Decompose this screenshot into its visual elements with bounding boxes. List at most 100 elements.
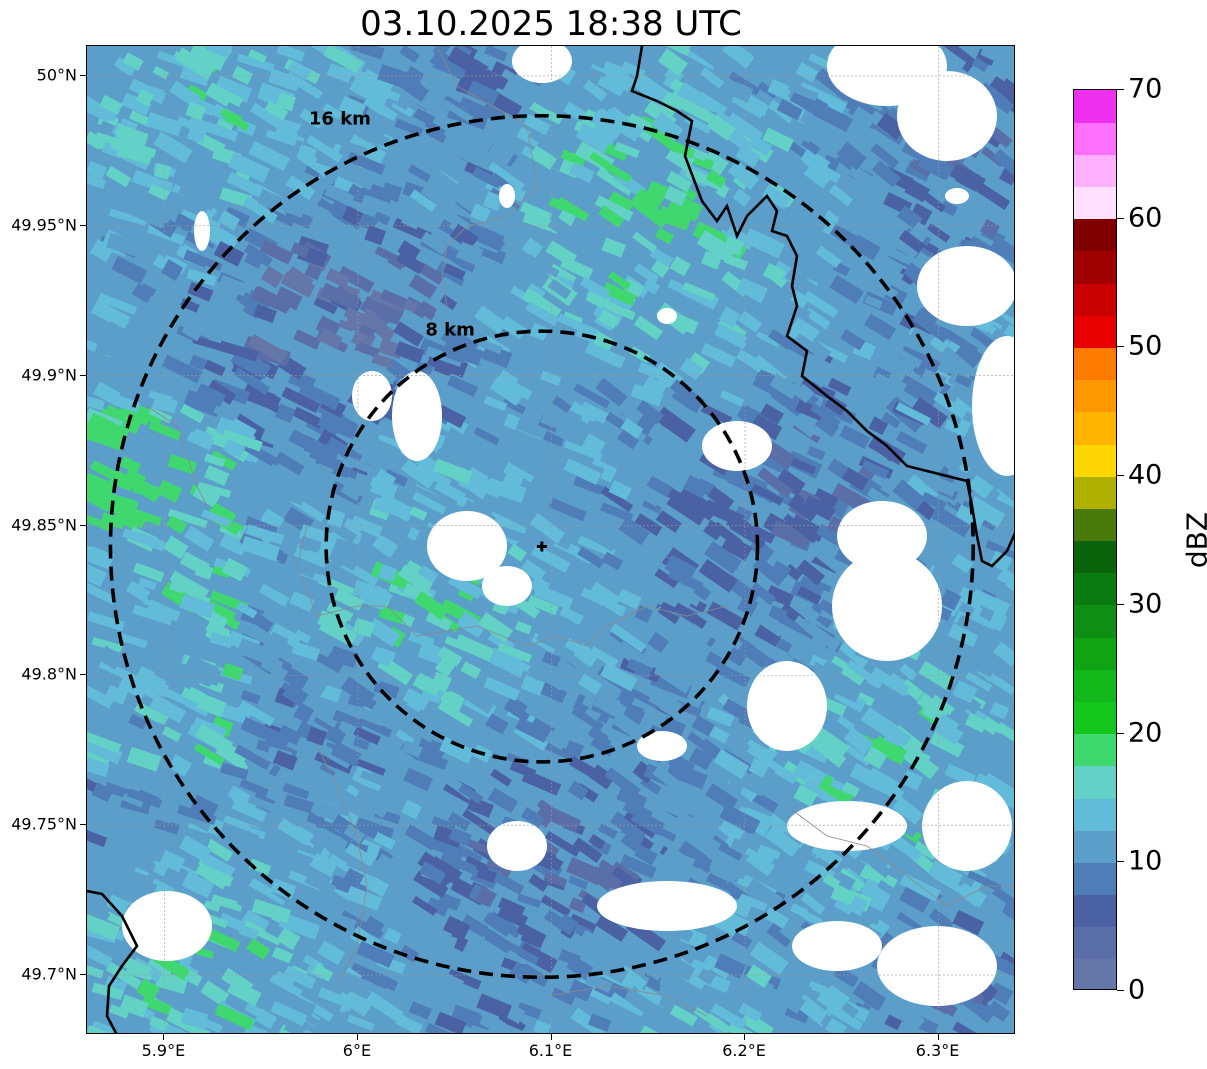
radar-site-marker (536, 541, 547, 552)
colorbar-tick-mark (1117, 732, 1124, 734)
no-echo-area (972, 336, 1014, 476)
no-echo-area (637, 731, 687, 761)
colorbar-tick-label: 70 (1128, 73, 1163, 105)
range-ring-label: 8 km (425, 319, 475, 340)
longitude-tick-label: 6°E (342, 1041, 372, 1060)
colorbar-tick-mark (1117, 861, 1124, 863)
latitude-tick-label: 49.9°N (21, 365, 77, 385)
colorbar-tick-label: 50 (1128, 330, 1163, 362)
colorbar-tick-label: 20 (1128, 717, 1163, 749)
longitude-tick-label: 6.3°E (915, 1041, 960, 1060)
longitude-tick-label: 6.1°E (528, 1041, 573, 1060)
radar-map[interactable]: 8 km 16 km (86, 45, 1015, 1034)
no-echo-area (787, 801, 907, 851)
colorbar-segment (1074, 765, 1116, 799)
no-echo-area (702, 421, 772, 471)
longitude-tick-mark (356, 1034, 358, 1040)
colorbar-segment (1074, 379, 1116, 413)
latitude-tick-label: 49.95°N (11, 215, 77, 235)
colorbar-segment (1074, 283, 1116, 316)
no-echo-area (792, 921, 882, 971)
no-echo-area (487, 821, 547, 871)
no-echo-area (917, 246, 1014, 326)
no-echo-area (897, 71, 997, 161)
colorbar-segment (1074, 411, 1116, 445)
colorbar-label: dBZ (1180, 511, 1207, 569)
radar-reflectivity-layer: 8 km 16 km (87, 46, 1014, 1033)
no-echo-area (499, 184, 515, 208)
longitude-tick-mark (163, 1034, 165, 1040)
range-ring-label: 16 km (309, 108, 371, 129)
longitude-tick-mark (937, 1034, 939, 1040)
colorbar-segment (1074, 122, 1116, 155)
colorbar-tick-mark (1117, 346, 1124, 348)
no-echo-area (512, 46, 572, 83)
colorbar-tick-label: 10 (1128, 845, 1163, 877)
colorbar-tick-label: 60 (1128, 202, 1163, 234)
colorbar-segment (1074, 797, 1116, 831)
colorbar (1073, 89, 1117, 990)
colorbar-segment (1074, 862, 1116, 896)
colorbar-segment (1074, 218, 1116, 252)
no-echo-area (877, 926, 997, 1006)
colorbar-segment (1074, 830, 1116, 863)
colorbar-segment (1074, 476, 1116, 509)
range-ring-8km (324, 329, 760, 764)
no-echo-area (597, 881, 737, 931)
country-border (87, 889, 139, 1033)
colorbar-segment (1074, 443, 1116, 477)
no-echo-area (832, 551, 942, 661)
longitude-tick-label: 6.2°E (722, 1041, 766, 1060)
longitude-tick-mark (744, 1034, 746, 1040)
latitude-tick-label: 50°N (36, 65, 77, 85)
colorbar-segment (1074, 572, 1116, 606)
no-echo-area (945, 188, 969, 204)
latitude-tick-mark (80, 374, 86, 376)
no-echo-area (194, 211, 210, 251)
colorbar-tick-label: 30 (1128, 588, 1163, 620)
colorbar-segment (1074, 958, 1116, 989)
no-echo-area (427, 511, 507, 581)
colorbar-segment (1074, 733, 1116, 767)
colorbar-segment (1074, 540, 1116, 574)
latitude-tick-mark (80, 674, 86, 676)
colorbar-segment (1074, 604, 1116, 638)
colorbar-tick-mark (1117, 217, 1124, 219)
latitude-tick-mark (80, 524, 86, 526)
colorbar-segment (1074, 186, 1116, 220)
colorbar-tick-label: 40 (1128, 459, 1163, 491)
colorbar-segment (1074, 926, 1116, 960)
range-ring-16km (108, 113, 975, 980)
latitude-tick-label: 49.75°N (11, 814, 77, 834)
colorbar-segment (1074, 701, 1116, 735)
colorbar-segment (1074, 637, 1116, 670)
no-echo-area (122, 891, 212, 961)
longitude-tick-label: 5.9°E (141, 1041, 186, 1060)
latitude-tick-mark (80, 224, 86, 226)
colorbar-segment (1074, 90, 1116, 123)
colorbar-segment (1074, 508, 1116, 542)
no-echo-area (657, 308, 677, 324)
colorbar-segment (1074, 250, 1116, 284)
no-echo-area (482, 566, 532, 606)
colorbar-tick-mark (1117, 603, 1124, 605)
colorbar-tick-mark (1117, 990, 1124, 991)
latitude-tick-label: 49.7°N (21, 964, 77, 984)
latitude-tick-mark (80, 74, 86, 76)
colorbar-segment (1074, 347, 1116, 381)
latitude-tick-label: 49.85°N (11, 515, 77, 534)
colorbar-segment (1074, 894, 1116, 928)
colorbar-tick-mark (1117, 89, 1124, 90)
no-echo-area (837, 501, 927, 571)
map-title: 03.10.2025 18:38 UTC (360, 4, 742, 44)
admin-boundary (146, 46, 1014, 1017)
longitude-tick-mark (550, 1034, 552, 1040)
colorbar-segment (1074, 669, 1116, 702)
no-echo-area (352, 371, 392, 421)
no-echo-area (392, 371, 442, 461)
latitude-tick-mark (80, 974, 86, 976)
no-echo-area (747, 661, 827, 751)
latitude-tick-mark (80, 824, 86, 826)
colorbar-segment (1074, 154, 1116, 188)
colorbar-tick-mark (1117, 475, 1124, 477)
